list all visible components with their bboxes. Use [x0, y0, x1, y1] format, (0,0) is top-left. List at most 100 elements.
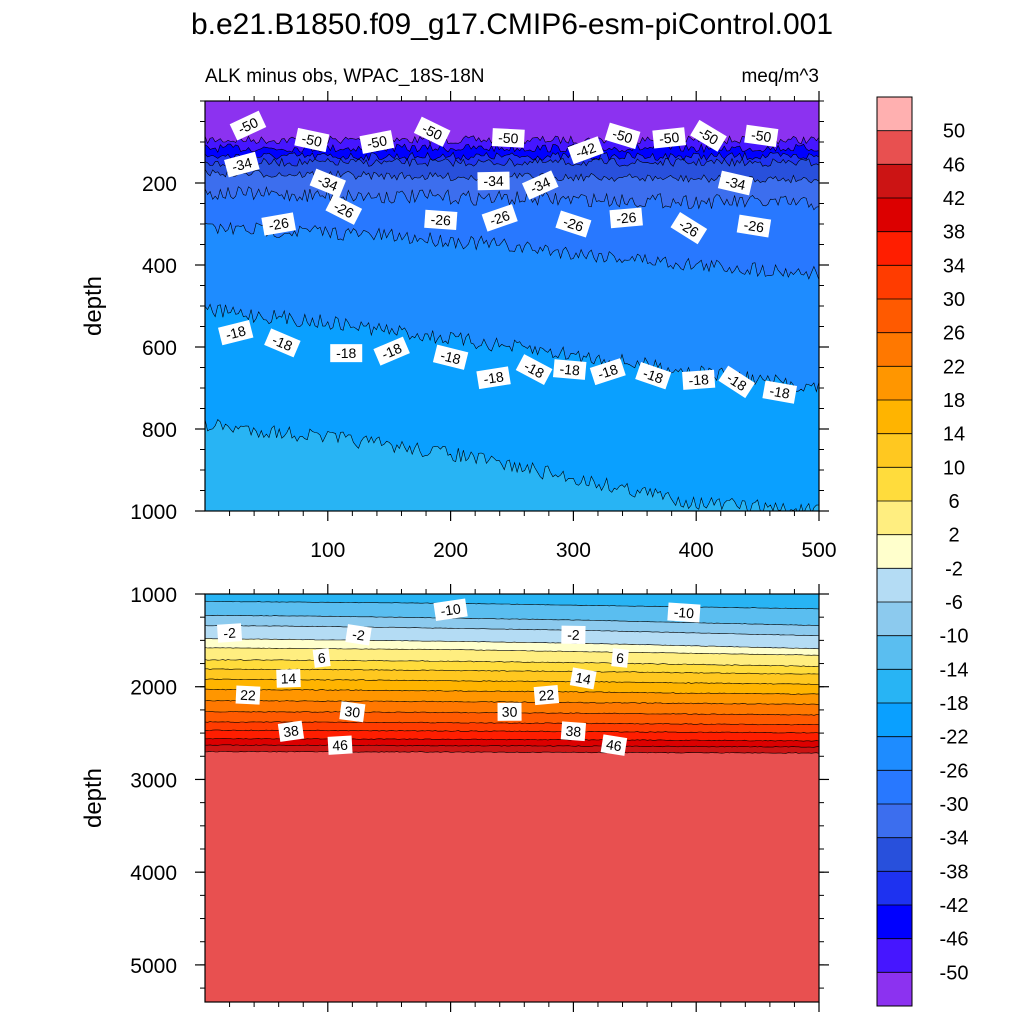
svg-text:-18: -18	[224, 322, 248, 342]
colorbar-swatch	[877, 972, 912, 1007]
contour-label: -18	[762, 380, 798, 404]
svg-text:-50: -50	[498, 129, 519, 146]
svg-text:-18: -18	[379, 340, 404, 363]
svg-text:-10: -10	[673, 604, 695, 621]
contour-line	[205, 303, 819, 393]
colorbar-swatch	[877, 332, 912, 367]
colorbar-label: 10	[943, 457, 965, 479]
y-tick-label: 2000	[130, 677, 177, 700]
lower-plot-frame	[204, 593, 820, 1003]
svg-text:-18: -18	[559, 361, 581, 379]
contour-line	[205, 659, 819, 667]
svg-text:-2: -2	[223, 625, 237, 642]
contour-label: -50	[744, 124, 779, 147]
svg-text:-50: -50	[300, 130, 323, 150]
svg-text:6: 6	[317, 650, 327, 667]
contour-label: -50	[294, 127, 330, 153]
contour-line	[205, 157, 819, 168]
contour-label: -26	[670, 211, 708, 245]
contour-label: -18	[635, 361, 672, 390]
colorbar-label: 6	[948, 491, 959, 513]
svg-text:38: 38	[282, 722, 300, 740]
svg-text:-10: -10	[439, 600, 462, 619]
colorbar-swatch	[877, 938, 912, 973]
lower-panel: -10 -10 -2 -2 -2 6 6 14 14 22 22 30 30 38 38 46 46 1000 2…	[80, 584, 829, 1012]
y-tick-label: 5000	[130, 955, 177, 978]
svg-text:-42: -42	[573, 139, 598, 161]
svg-text:-18: -18	[641, 365, 666, 387]
svg-text:-34: -34	[230, 154, 254, 175]
svg-text:-50: -50	[365, 132, 388, 152]
y-tick-label: 400	[142, 255, 177, 278]
contour-label: -18	[476, 366, 511, 390]
contour-label: -18	[515, 354, 553, 386]
svg-text:-18: -18	[768, 382, 791, 401]
colorbar-label: 26	[943, 323, 965, 345]
svg-text:14: 14	[574, 669, 592, 688]
contour-label: -26	[424, 209, 458, 230]
upper-y-axis-label: depth	[80, 276, 107, 336]
svg-text:-18: -18	[336, 345, 356, 361]
svg-text:-26: -26	[561, 213, 585, 235]
colorbar-label: -46	[940, 929, 969, 951]
contour-label: -34	[521, 170, 559, 200]
colorbar-swatch	[877, 433, 912, 468]
colorbar-label: 18	[943, 390, 965, 412]
colorbar-swatch	[877, 400, 912, 435]
contour-label: -26	[736, 214, 772, 238]
colorbar-swatch	[877, 501, 912, 536]
svg-text:14: 14	[280, 670, 296, 687]
contour-line	[205, 678, 819, 685]
contour-line	[205, 668, 819, 675]
contour-label: -50	[229, 110, 267, 141]
svg-text:-26: -26	[743, 217, 766, 236]
contour-label: -10	[667, 602, 701, 623]
contour-label: -50	[413, 116, 451, 147]
colorbar-label: 46	[943, 154, 965, 176]
contour-line	[205, 600, 819, 610]
colorbar-label: 14	[943, 424, 965, 446]
colorbar-label: -38	[940, 861, 969, 883]
contour-label: 14	[276, 668, 301, 688]
svg-text:-18: -18	[439, 347, 463, 367]
svg-text:46: 46	[605, 736, 623, 754]
svg-text:30: 30	[502, 704, 518, 720]
contour-label: 22	[235, 685, 261, 705]
contour-label: -2	[345, 624, 372, 646]
colorbar-label: 42	[943, 188, 965, 210]
svg-text:-34: -34	[528, 174, 553, 197]
contour-label: 46	[327, 735, 353, 755]
svg-text:30: 30	[344, 703, 362, 721]
contour-line	[205, 744, 819, 748]
contour-line	[205, 625, 819, 636]
colorbar-swatch	[877, 669, 912, 704]
contour-label: -18	[682, 369, 716, 390]
contour-band	[205, 419, 819, 511]
contour-line	[205, 688, 819, 695]
contour-label: -18	[432, 344, 469, 370]
colorbar-label: -50	[940, 962, 969, 984]
colorbar-label: -14	[940, 659, 969, 681]
contour-line	[205, 151, 819, 162]
upper-panel: -50-50 -50 -50 -50-42-50 -50 -50 -50-34-34 -34-…	[80, 91, 837, 562]
lower-contour-fills	[205, 594, 819, 1002]
svg-text:22: 22	[538, 686, 555, 703]
colorbar-swatch	[877, 871, 912, 906]
contour-line	[205, 729, 819, 734]
contour-label: -18	[217, 320, 254, 346]
contour-label: 38	[277, 720, 305, 742]
colorbar-label: 22	[943, 356, 965, 378]
contour-line	[205, 186, 819, 211]
svg-text:-50: -50	[658, 129, 680, 147]
svg-text:22: 22	[240, 687, 257, 704]
colorbar-swatch	[877, 265, 912, 300]
contour-label: 38	[560, 721, 587, 742]
colorbar-label: -22	[940, 727, 969, 749]
svg-text:-2: -2	[351, 626, 366, 644]
contour-label: -34	[309, 168, 347, 198]
contour-label: -18	[373, 336, 410, 366]
colorbar-swatch	[877, 299, 912, 334]
colorbar-label: -10	[940, 626, 969, 648]
svg-text:-34: -34	[724, 173, 748, 193]
contour-label: -26	[325, 194, 363, 225]
